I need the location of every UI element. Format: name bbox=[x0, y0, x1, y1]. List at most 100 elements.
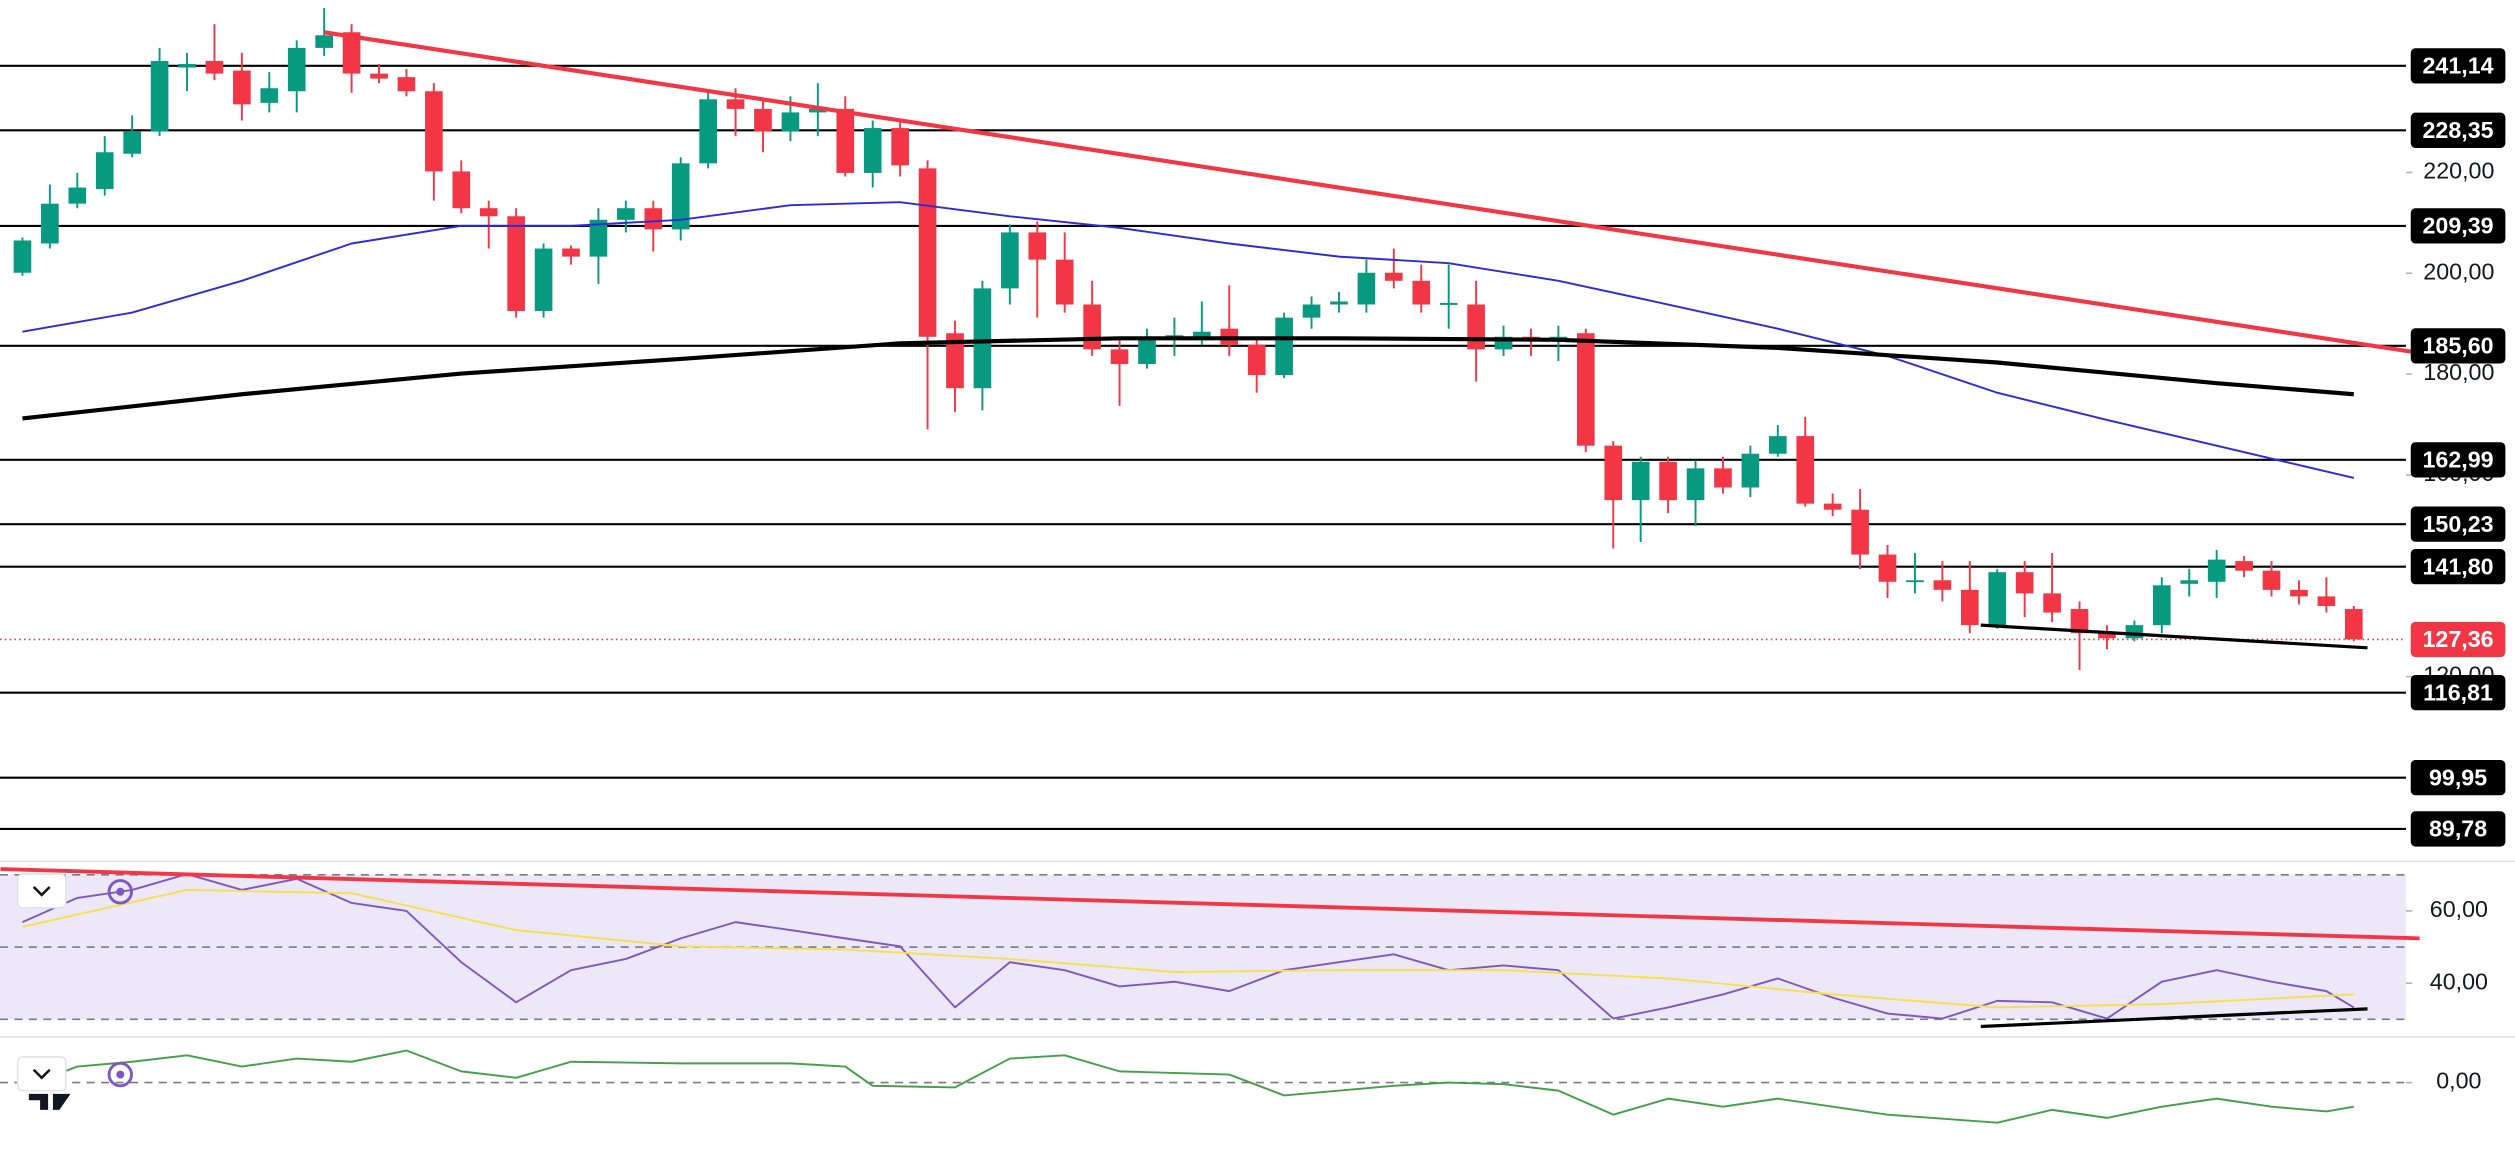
candle-body bbox=[1714, 468, 1732, 488]
candle-body bbox=[1275, 317, 1293, 376]
candle-body bbox=[2125, 625, 2144, 639]
candle-body bbox=[2262, 570, 2281, 590]
level-label-box bbox=[2410, 328, 2506, 364]
level-label: 99,95 bbox=[2429, 764, 2487, 790]
candle-body bbox=[1878, 554, 1897, 582]
y-tick-label: 60,00 bbox=[2430, 896, 2488, 922]
candle-body bbox=[1631, 461, 1650, 501]
candle-body bbox=[918, 168, 937, 337]
candle-body bbox=[150, 61, 169, 132]
y-tick-label: 40,00 bbox=[2430, 968, 2488, 994]
level-label: 89,78 bbox=[2429, 816, 2487, 842]
candle-body bbox=[2152, 585, 2171, 626]
y-tick-label: 180,00 bbox=[2423, 359, 2494, 385]
y-tick-label: 220,00 bbox=[2423, 158, 2494, 184]
candle-body bbox=[1577, 333, 1595, 446]
candle-body bbox=[699, 99, 717, 164]
indicator-line bbox=[1980, 1007, 2368, 1029]
candle-body bbox=[2317, 596, 2336, 606]
candle-body bbox=[2344, 609, 2363, 640]
candle-body bbox=[1193, 331, 1211, 337]
level-label-box bbox=[2410, 760, 2506, 796]
osc-sync-icon[interactable] bbox=[107, 1061, 133, 1088]
candle-body bbox=[1467, 304, 1485, 350]
candle-body bbox=[1933, 580, 1952, 590]
candle-body bbox=[589, 219, 608, 257]
candle-body bbox=[1412, 280, 1431, 305]
chevron-icon bbox=[32, 886, 51, 897]
level-label-box bbox=[2410, 675, 2506, 711]
candle-body bbox=[644, 208, 663, 230]
level-label-box bbox=[2410, 208, 2506, 244]
candle-body bbox=[1604, 445, 1623, 501]
candle-body bbox=[973, 288, 992, 389]
button-box[interactable] bbox=[16, 873, 67, 909]
button-box[interactable] bbox=[16, 1056, 67, 1092]
candle-body bbox=[1247, 344, 1266, 376]
candle-body bbox=[13, 240, 32, 273]
candle-body bbox=[2235, 561, 2253, 571]
level-label: 185,60 bbox=[2422, 333, 2493, 359]
candle-body bbox=[397, 77, 416, 92]
candle-body bbox=[754, 108, 772, 132]
candle-body bbox=[1823, 503, 1842, 510]
candle-body bbox=[95, 152, 114, 190]
candle-body bbox=[1741, 453, 1760, 488]
level-label: 209,39 bbox=[2422, 213, 2493, 239]
candle-body bbox=[863, 128, 882, 173]
indicator-line bbox=[22, 873, 2355, 1020]
candle-body bbox=[370, 73, 388, 79]
candle-body bbox=[1330, 301, 1348, 305]
candle-body bbox=[1686, 468, 1705, 501]
y-tick-label: 0,00 bbox=[2436, 1068, 2481, 1094]
candle-body bbox=[452, 171, 471, 209]
candle-body bbox=[1055, 259, 1074, 305]
candle-body bbox=[2043, 593, 2061, 613]
level-label: 150,23 bbox=[2422, 511, 2493, 537]
level-label-box bbox=[2410, 506, 2506, 542]
indicator-line bbox=[22, 336, 2354, 421]
candle-body bbox=[809, 108, 827, 113]
candle-body bbox=[1988, 572, 2007, 626]
candle-body bbox=[1385, 272, 1403, 281]
indicator-line bbox=[22, 888, 2354, 1009]
sync-circle bbox=[107, 1061, 133, 1088]
logo bbox=[28, 1093, 71, 1110]
candle-body bbox=[1001, 232, 1019, 289]
candle-body bbox=[1083, 304, 1101, 350]
candle-body bbox=[1110, 349, 1129, 364]
candle-body bbox=[781, 112, 800, 132]
axis-layer: 220,00200,00180,00160,00120,00241,14228,… bbox=[2405, 48, 2506, 1094]
level-label: 162,99 bbox=[2422, 447, 2493, 473]
rsi-sync-icon[interactable] bbox=[107, 879, 133, 905]
candle-body bbox=[41, 203, 59, 244]
candle-body bbox=[891, 128, 909, 166]
current-price-label: 127,36 bbox=[2422, 626, 2493, 652]
candle-body bbox=[233, 70, 251, 105]
osc-collapse-button[interactable] bbox=[16, 1056, 67, 1092]
candle-body bbox=[342, 32, 361, 74]
candle-body bbox=[2290, 589, 2308, 597]
sync-dot bbox=[116, 887, 125, 896]
background-layer bbox=[0, 64, 2406, 1084]
candle-body bbox=[1769, 436, 1787, 454]
candle-body bbox=[425, 91, 443, 172]
current-price-box bbox=[2410, 621, 2506, 658]
indicator-line bbox=[22, 201, 2355, 479]
level-label-box bbox=[2410, 442, 2506, 478]
candle-body bbox=[1960, 589, 1979, 626]
candle-body bbox=[2015, 572, 2034, 594]
candle-body bbox=[1906, 580, 1924, 583]
rsi-collapse-button[interactable] bbox=[16, 873, 67, 909]
level-label-box bbox=[2410, 112, 2506, 148]
candle-body bbox=[726, 99, 745, 109]
candle-body bbox=[1796, 436, 1815, 504]
candle-body bbox=[1439, 302, 1458, 305]
candle-body bbox=[1138, 336, 1156, 364]
candle-body bbox=[123, 131, 141, 154]
level-label-box bbox=[2410, 48, 2506, 84]
candle-body bbox=[2070, 609, 2089, 634]
candle-body bbox=[2207, 559, 2226, 582]
indicator-line bbox=[22, 1049, 2354, 1124]
